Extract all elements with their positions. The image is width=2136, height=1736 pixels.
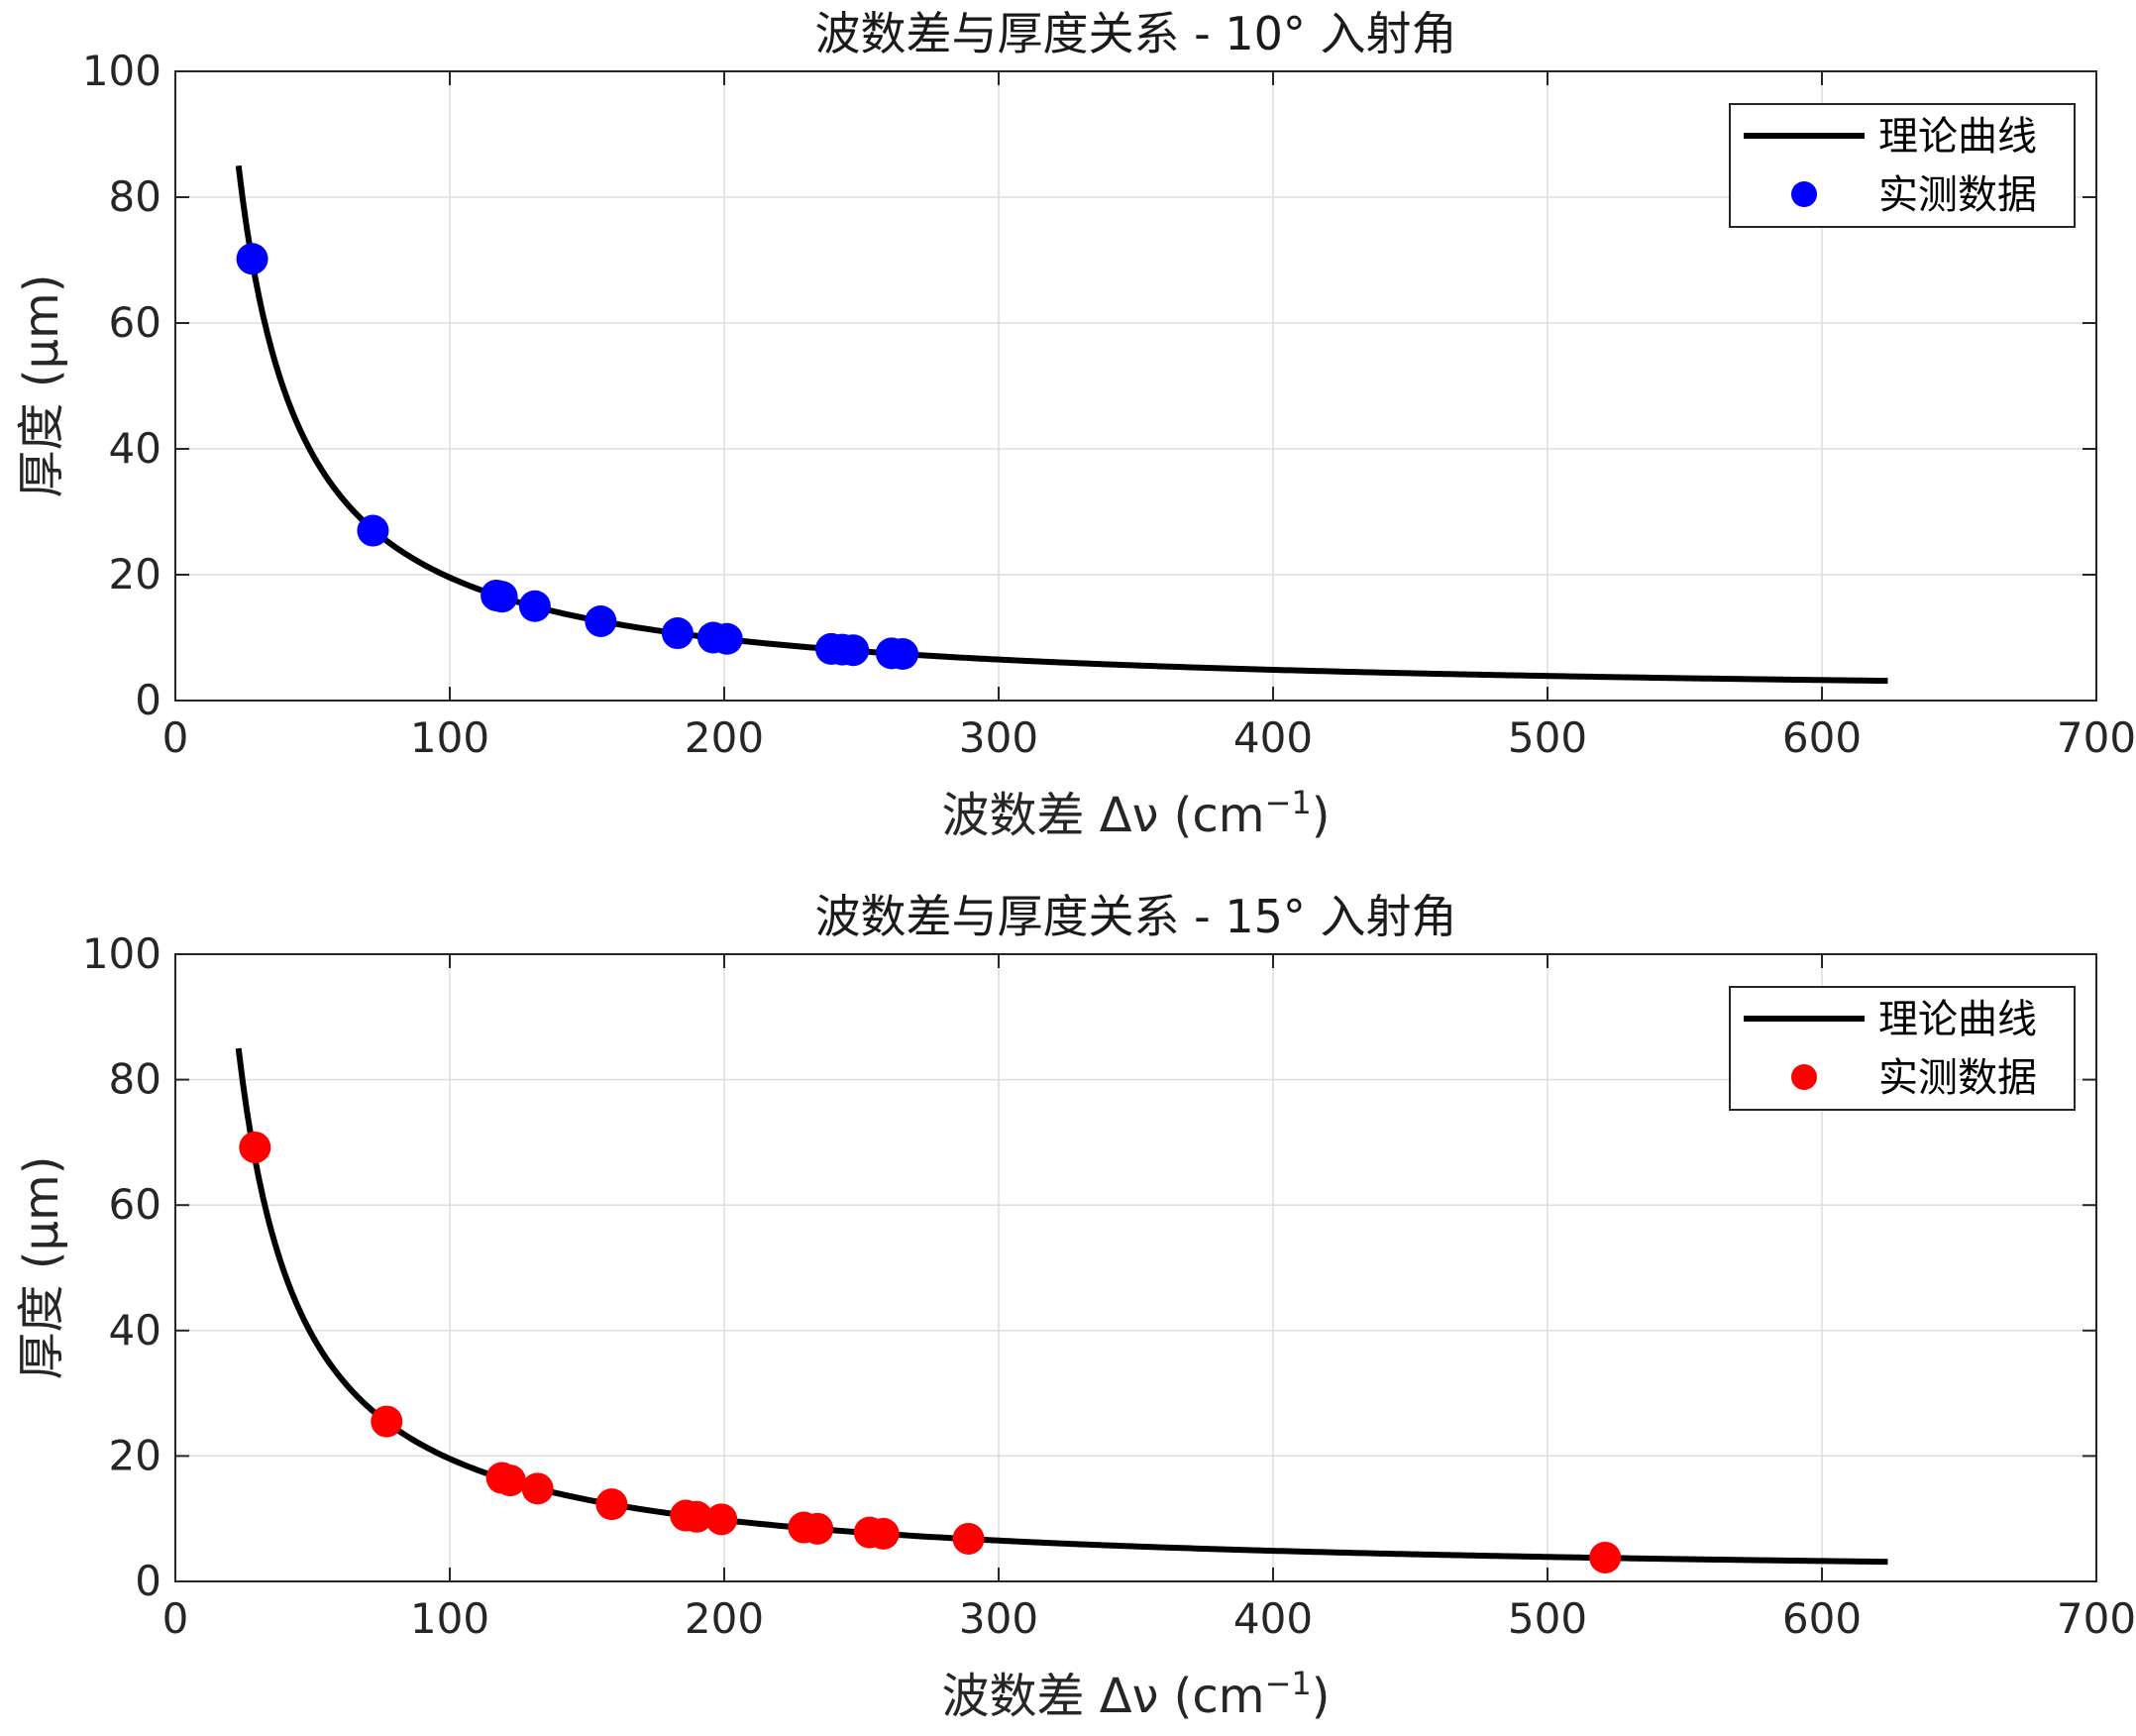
data-point: [493, 1465, 526, 1497]
y-axis-label: 厚度 (μm): [14, 1155, 69, 1379]
y-tick-label: 60: [109, 1180, 161, 1229]
y-tick-label: 100: [82, 47, 161, 95]
x-axis-label: 波数差 Δν (cm−1): [942, 1665, 1331, 1724]
data-point: [239, 1131, 271, 1163]
legend-entry-data: 实测数据: [1878, 172, 2037, 218]
data-point: [236, 243, 268, 275]
x-tick-label: 100: [410, 713, 489, 762]
x-tick-label: 700: [2057, 1594, 2136, 1643]
y-tick-label: 80: [109, 1055, 161, 1104]
y-tick-label: 60: [109, 298, 161, 347]
x-tick-label: 200: [685, 713, 764, 762]
legend-entry-curve: 理论曲线: [1878, 997, 2037, 1042]
data-point: [585, 604, 617, 637]
data-point: [952, 1522, 985, 1555]
x-tick-label: 700: [2057, 713, 2136, 762]
chart-1: 0 100 200 300 400 500 600 700 0 20 40 60 80 100 波数差与厚度…: [14, 7, 2136, 843]
y-axis-label: 厚度 (μm): [14, 273, 69, 497]
data-point: [867, 1517, 900, 1550]
chart-2: 0 100 200 300 400 500 600 700 0 20 40 60 80 100 波数差与厚度…: [14, 890, 2136, 1724]
y-tick-label: 20: [109, 550, 161, 598]
data-point: [485, 581, 518, 613]
x-tick-label: 400: [1233, 1594, 1313, 1643]
legend-marker-swatch: [1791, 181, 1817, 207]
x-tick-label: 200: [685, 1594, 764, 1643]
x-tick-label: 400: [1233, 713, 1313, 762]
chart-title: 波数差与厚度关系 - 15° 入射角: [815, 890, 1457, 943]
x-tick-label: 0: [162, 713, 189, 762]
x-tick-label: 300: [959, 713, 1038, 762]
y-tick-label: 100: [82, 929, 161, 978]
y-tick-label: 20: [109, 1431, 161, 1479]
y-tick-label: 0: [135, 676, 161, 724]
data-point: [681, 1500, 713, 1533]
x-tick-label: 500: [1508, 1594, 1587, 1643]
data-point: [887, 638, 919, 671]
x-tick-label: 600: [1782, 713, 1862, 762]
legend-marker-swatch: [1791, 1064, 1817, 1090]
data-point: [518, 590, 551, 622]
x-tick-label: 500: [1508, 713, 1587, 762]
data-point: [1589, 1541, 1622, 1573]
data-point: [801, 1512, 834, 1545]
y-tick-label: 80: [109, 172, 161, 221]
data-point: [371, 1405, 403, 1438]
data-point: [710, 622, 743, 655]
legend-entry-curve: 理论曲线: [1878, 114, 2037, 160]
data-point: [705, 1503, 738, 1536]
axes-box: [174, 953, 2097, 1582]
x-axis-label: 波数差 Δν (cm−1): [942, 784, 1331, 843]
x-tick-label: 600: [1782, 1594, 1862, 1643]
chart-title: 波数差与厚度关系 - 10° 入射角: [815, 7, 1457, 60]
data-point: [521, 1472, 554, 1505]
x-tick-label: 0: [162, 1594, 189, 1643]
y-tick-label: 40: [109, 424, 161, 473]
y-tick-label: 40: [109, 1306, 161, 1355]
legend-box: [1729, 986, 2076, 1111]
data-point: [357, 514, 389, 547]
data-point: [595, 1488, 628, 1521]
legend-box: [1729, 103, 2076, 228]
data-point: [661, 617, 694, 650]
legend-entry-data: 实测数据: [1878, 1055, 2037, 1101]
y-tick-label: 0: [135, 1557, 161, 1605]
x-tick-label: 100: [410, 1594, 489, 1643]
axes-box: [174, 70, 2097, 702]
data-point: [837, 634, 870, 667]
x-tick-label: 300: [959, 1594, 1038, 1643]
